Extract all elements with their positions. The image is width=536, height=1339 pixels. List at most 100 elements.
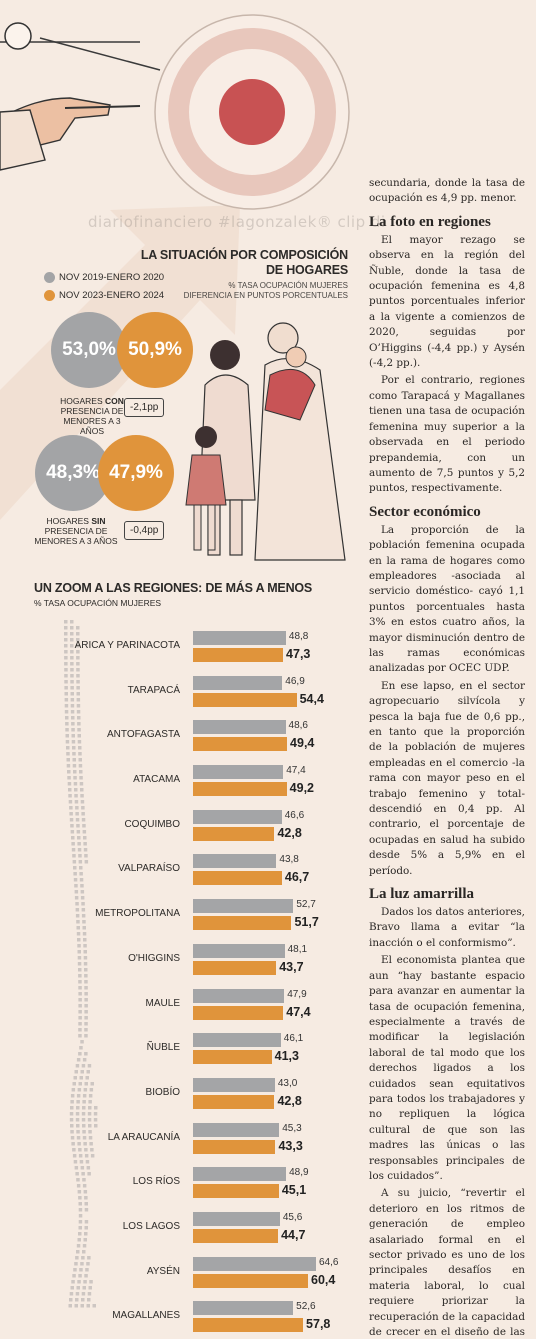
article-paragraph: El economista plantea que aun “hay basta…: [369, 954, 525, 1182]
article-heading: La luz amarrilla: [369, 886, 474, 903]
regions-subtitle: % TASA OCUPACIÓN MUJERES: [34, 598, 162, 608]
bar-2019: [193, 631, 286, 645]
legend-item-2023: NOV 2023-ENERO 2024: [44, 290, 164, 301]
value-label-2023: 42,8: [277, 825, 302, 840]
value-label-2019: 47,9: [287, 988, 307, 1000]
bar-2023: [193, 1318, 304, 1333]
bar-2023: [193, 1228, 279, 1243]
watermark: diariofinanciero #lagonzalek® clip di: [88, 213, 386, 231]
bar-2023: [193, 916, 292, 931]
target-icon: [154, 14, 350, 210]
legend-item-2019: NOV 2019-ENERO 2020: [44, 272, 164, 283]
chile-map-dots: [64, 620, 98, 1308]
region-label: MAGALLANES: [112, 1310, 180, 1322]
region-label: AYSÉN: [146, 1265, 180, 1277]
value-label-2023: 45,1: [281, 1183, 307, 1198]
bar-2019: [193, 1256, 316, 1271]
bar-2019: [193, 1301, 294, 1316]
region-row: MAULE 47,9 47,4: [0, 982, 370, 1027]
without-children-label: HOGARES SIN PRESENCIA DE MENORES A 3 AÑO…: [34, 516, 118, 546]
value-label-2023: 60,4: [311, 1272, 336, 1287]
region-row: O'HIGGINS 48,1 43,7: [0, 937, 370, 982]
value-label-2019: 64,6: [319, 1256, 339, 1268]
bar-2023: [193, 737, 288, 752]
article-paragraph: La proporción de la población femenina o…: [369, 523, 525, 675]
value-label-2019: 48,9: [289, 1167, 309, 1179]
article-heading: La foto en regiones: [369, 213, 491, 230]
region-label: VALPARAÍSO: [118, 863, 180, 875]
composition-subtitle: % TASA OCUPACIÓN MUJERES DIFERENCIA EN P…: [183, 281, 348, 300]
value-label-2019: 48,1: [287, 943, 308, 955]
value-label-2019: 45,3: [282, 1122, 302, 1134]
article-heading: Sector económico: [369, 503, 481, 520]
article-paragraph: A su juicio, “revertir el deterioro en l…: [369, 1187, 525, 1339]
article-paragraph: En ese lapso, en el sector agropecuario …: [369, 679, 525, 877]
article-column: secundaria, donde la tasa de ocupación e…: [369, 176, 525, 1339]
value-label-2019: 52,7: [296, 899, 316, 911]
value-label-2023: 41,3: [274, 1049, 299, 1064]
article-paragraph: secundaria, donde la tasa de ocupación e…: [369, 177, 525, 205]
region-label: LOS RÍOS: [132, 1176, 180, 1188]
region-row: ATACAMA 47,4 49,2: [0, 758, 370, 803]
bar-2019: [193, 675, 283, 690]
region-label: ARICA Y PARINACOTA: [74, 640, 180, 651]
value-label-2023: 43,3: [278, 1138, 303, 1153]
region-row: LOS LAGOS 45,6 44,7: [0, 1205, 370, 1250]
article-paragraph: Dados los datos anteriores, Bravo llama …: [369, 906, 525, 949]
region-row: TARAPACÁ 46,9 54,4: [0, 669, 370, 714]
bar-2019: [193, 988, 285, 1003]
with-children-label: HOGARES CON PRESENCIA DE MENORES A 3 AÑO…: [60, 396, 124, 436]
region-row: MAGALLANES 52,6 57,8: [0, 1294, 370, 1339]
bar-2019: [193, 899, 294, 914]
bar-2023: [193, 871, 282, 886]
bar-2023: [193, 1050, 272, 1065]
region-label: LOS LAGOS: [122, 1220, 180, 1232]
family-illustration: [185, 322, 346, 561]
regions-title: UN ZOOM A LAS REGIONES: DE MÁS A MENOS: [34, 581, 313, 595]
bar-2019: [193, 1122, 280, 1137]
value-label-2023: 57,8: [306, 1317, 331, 1332]
legend-dot-orange: [44, 290, 55, 301]
bar-2023: [193, 1094, 275, 1109]
value-label-2019: 46,1: [283, 1033, 304, 1045]
value-label-2023: 43,7: [279, 959, 304, 974]
value-label-2019: 46,9: [285, 675, 305, 687]
region-label: O'HIGGINS: [128, 952, 180, 964]
legend-dot-grey: [44, 272, 55, 283]
value-label-2023: 47,3: [286, 647, 311, 661]
region-label: COQUIMBO: [124, 818, 180, 830]
value-label-2023: 42,8: [277, 1093, 302, 1108]
region-row: COQUIMBO 46,6 42,8: [0, 803, 370, 848]
value-label-2023: 44,7: [281, 1227, 306, 1242]
bar-2019: [193, 809, 282, 824]
value-label-2023: 49,4: [290, 736, 315, 751]
value-label-2023: 51,7: [294, 915, 319, 930]
bar-2023: [193, 782, 287, 797]
region-label: LA ARAUCANÍA: [107, 1131, 180, 1143]
bar-2019: [193, 1077, 275, 1092]
value-label-2019: 43,0: [277, 1077, 298, 1089]
bar-2023: [193, 1184, 279, 1199]
value-label-2023: 54,4: [299, 691, 324, 706]
region-row: LA ARAUCANÍA 45,3 43,3: [0, 1116, 370, 1161]
region-row: ARICA Y PARINACOTA 48,8 47,3: [0, 624, 370, 669]
bar-2019: [193, 1167, 287, 1182]
region-row: ÑUBLE 46,1 41,3: [0, 1026, 370, 1071]
region-row: AYSÉN 64,6 60,4: [0, 1250, 370, 1295]
region-row: LOS RÍOS 48,9 45,1: [0, 1160, 370, 1205]
region-row: BIOBÍO 43,0 42,8: [0, 1071, 370, 1116]
region-label: TARAPACÁ: [127, 684, 180, 696]
article-paragraph: El mayor rezago se observa en la región …: [369, 233, 525, 370]
with-children-diff-badge: -2,1pp: [124, 398, 165, 417]
bar-2023: [193, 692, 297, 707]
value-label-2019: 46,6: [284, 809, 305, 821]
region-row: VALPARAÍSO 43,8 46,7: [0, 847, 370, 892]
region-label: ÑUBLE: [146, 1042, 180, 1054]
value-label-2023: 47,4: [286, 1004, 311, 1019]
bar-2019: [193, 943, 285, 958]
region-row: METROPOLITANA 52,7 51,7: [0, 892, 370, 937]
region-label: ANTOFAGASTA: [107, 729, 180, 741]
without-children-diff-badge: -0,4pp: [124, 521, 165, 540]
bar-2023: [193, 1139, 276, 1154]
value-label-2019: 48,6: [288, 720, 308, 732]
